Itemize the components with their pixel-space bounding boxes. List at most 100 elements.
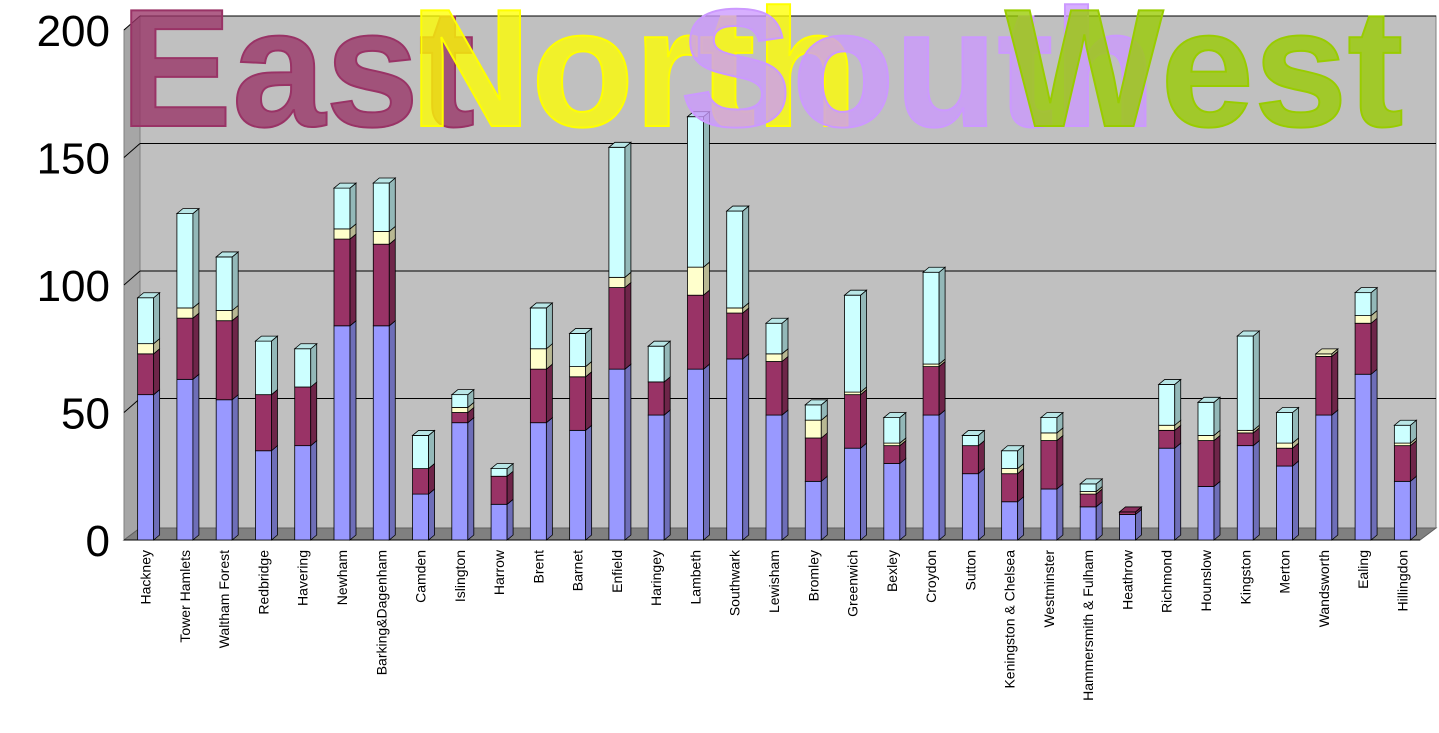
- bar-segment: [1158, 424, 1176, 431]
- y-axis-ticks: 0 50 100 150 200: [37, 7, 1420, 566]
- bar-segment: [726, 358, 744, 541]
- bar-segment: [451, 422, 469, 541]
- gridline-side: [123, 15, 141, 31]
- bar-segment-side: [153, 347, 161, 396]
- bar-segment: [176, 378, 194, 541]
- x-tick-label: Bromley: [805, 550, 821, 601]
- bar-segment: [1236, 335, 1254, 431]
- bar-segment-side: [1213, 434, 1221, 488]
- bar-segment-side: [663, 409, 671, 541]
- bar-segment: [1040, 417, 1058, 434]
- bar-segment-side: [1017, 495, 1025, 541]
- bar-segment-side: [860, 289, 867, 393]
- gridline-side: [123, 270, 141, 286]
- bar-top: [293, 343, 318, 350]
- bar-top: [647, 340, 672, 347]
- bar-segment: [1197, 401, 1215, 436]
- bar-segment-side: [742, 205, 750, 309]
- bar-segment-side: [585, 424, 593, 541]
- bar-segment-side: [1409, 475, 1417, 541]
- bar-segment: [1001, 468, 1019, 475]
- bar-top: [1079, 478, 1104, 485]
- bar-segment-side: [153, 291, 161, 345]
- bar-top: [961, 430, 986, 436]
- bar-segment: [726, 307, 744, 314]
- bar-segment: [137, 353, 155, 396]
- bar-segment: [647, 381, 665, 416]
- x-tick-label: Hounslow: [1198, 549, 1214, 611]
- bar-segment: [490, 475, 508, 505]
- bar-segment-side: [310, 381, 318, 447]
- x-tick-label: Lambeth: [687, 550, 703, 604]
- bar-segment: [412, 493, 429, 541]
- x-tick-label: Hammersmith & Fulham: [1080, 550, 1096, 701]
- bar-segment: [1393, 424, 1411, 444]
- bar-segment-side: [231, 251, 239, 312]
- bar-segment: [1354, 315, 1372, 324]
- bar-segment-side: [388, 238, 396, 327]
- bar-segment-side: [545, 302, 553, 350]
- bar-segment: [922, 271, 940, 365]
- bar-segment-side: [860, 388, 867, 450]
- bar-segment: [137, 343, 155, 355]
- x-tick-label: Barking&Dagenham: [373, 550, 389, 675]
- x-tick-label: Heathrow: [1119, 549, 1135, 610]
- bar-segment: [1040, 440, 1058, 490]
- x-tick-label: Southwark: [727, 549, 743, 616]
- region-label-east: East: [120, 0, 475, 162]
- bar-top: [1000, 445, 1025, 452]
- bar-segment-side: [585, 327, 593, 368]
- x-tick-label: Keningston & Chelsea: [1002, 550, 1018, 689]
- bar-top: [1393, 419, 1418, 426]
- x-tick-label: Newham: [334, 550, 350, 605]
- x-tick-label: Greenwich: [845, 550, 861, 617]
- y-tick-label: 0: [86, 517, 110, 566]
- bar-top: [804, 399, 829, 406]
- bar-segment: [1079, 483, 1097, 492]
- bar-segment-side: [506, 470, 514, 506]
- bar-segment: [215, 310, 233, 322]
- bar-segment: [255, 394, 272, 452]
- bar-segment-side: [1252, 439, 1260, 541]
- bar-segment-side: [231, 314, 239, 401]
- bar-segment: [765, 353, 783, 362]
- bar-segment-side: [663, 376, 671, 416]
- bar-segment-side: [192, 207, 200, 309]
- bar-segment: [608, 368, 626, 541]
- bar-segment-side: [938, 409, 946, 541]
- x-tick-label: Waltham Forest: [216, 550, 232, 648]
- x-tick-label: Harrow: [491, 549, 507, 595]
- bar-segment: [1001, 450, 1019, 470]
- bar-segment-side: [388, 319, 396, 541]
- bar-segment: [294, 445, 312, 541]
- bar-segment-side: [977, 467, 985, 541]
- bar-top: [882, 412, 907, 419]
- bar-top: [764, 317, 790, 324]
- bar-segment: [1158, 429, 1176, 449]
- bar-segment-side: [624, 363, 632, 541]
- bar-segment-side: [703, 363, 710, 541]
- bar-top: [568, 328, 593, 334]
- bar-segment-side: [781, 355, 789, 416]
- bar-segment: [451, 394, 469, 408]
- bar-segment-side: [231, 393, 239, 541]
- bar-segment: [372, 243, 390, 327]
- bar-segment-side: [310, 439, 318, 541]
- bar-segment: [333, 228, 351, 240]
- bar-segment-side: [663, 340, 671, 383]
- bar-segment-side: [899, 457, 907, 541]
- bar-segment-side: [1252, 330, 1260, 432]
- bar-segment: [608, 276, 626, 288]
- bar-segment: [372, 231, 390, 245]
- bar-segment-side: [192, 312, 200, 381]
- region-label-west: West: [1005, 0, 1403, 162]
- bar-segment-side: [977, 439, 985, 475]
- bar-segment-side: [1409, 439, 1417, 483]
- bar-segment: [333, 187, 351, 230]
- region-label-south: South: [680, 0, 1156, 162]
- bar-segment: [412, 468, 429, 495]
- bar-segment: [647, 414, 665, 541]
- bar-segment: [1315, 355, 1333, 416]
- bar-segment-side: [428, 429, 435, 470]
- x-tick-label: Bexley: [884, 550, 900, 592]
